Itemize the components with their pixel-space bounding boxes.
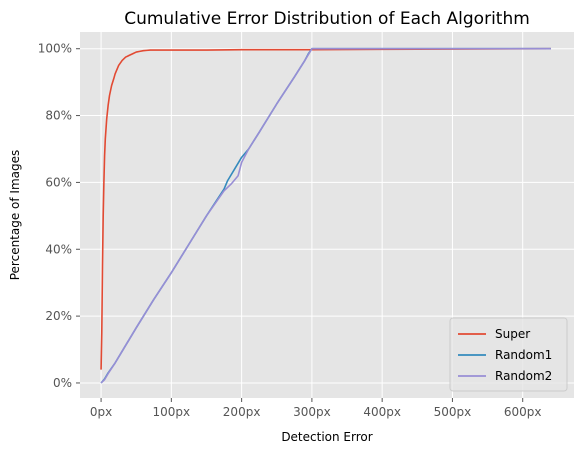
legend-label: Super — [495, 327, 530, 341]
y-tick-label: 20% — [45, 309, 72, 323]
y-tick-label: 60% — [45, 175, 72, 189]
y-tick-label: 0% — [53, 376, 72, 390]
y-axis-label: Percentage of Images — [8, 150, 22, 281]
x-tick-label: 300px — [293, 405, 331, 419]
y-tick-label: 100% — [38, 42, 72, 56]
x-axis-label: Detection Error — [281, 430, 372, 444]
series-lines — [100, 47, 551, 384]
x-tick-label: 0px — [90, 405, 112, 419]
x-tick-label: 100px — [153, 405, 191, 419]
x-tick-label: 600px — [504, 405, 542, 419]
tick-labels: 0px 100px 200px 300px 400px 500px 600px 0% 20% 40… — [38, 42, 542, 419]
x-tick-label: 400px — [363, 405, 401, 419]
x-tick-label: 200px — [223, 405, 261, 419]
legend: Super Random1 Random2 — [449, 317, 568, 392]
y-tick-label: 40% — [45, 242, 72, 256]
grid-lines — [80, 32, 574, 398]
chart-title: Cumulative Error Distribution of Each Al… — [124, 9, 530, 29]
series-line-super — [100, 47, 551, 370]
legend-box — [449, 317, 568, 392]
series-line-random2 — [100, 47, 551, 384]
y-tick-label: 80% — [45, 109, 72, 123]
legend-label: Random2 — [495, 369, 552, 383]
legend-label: Random1 — [495, 348, 552, 362]
x-tick-label: 500px — [434, 405, 472, 419]
